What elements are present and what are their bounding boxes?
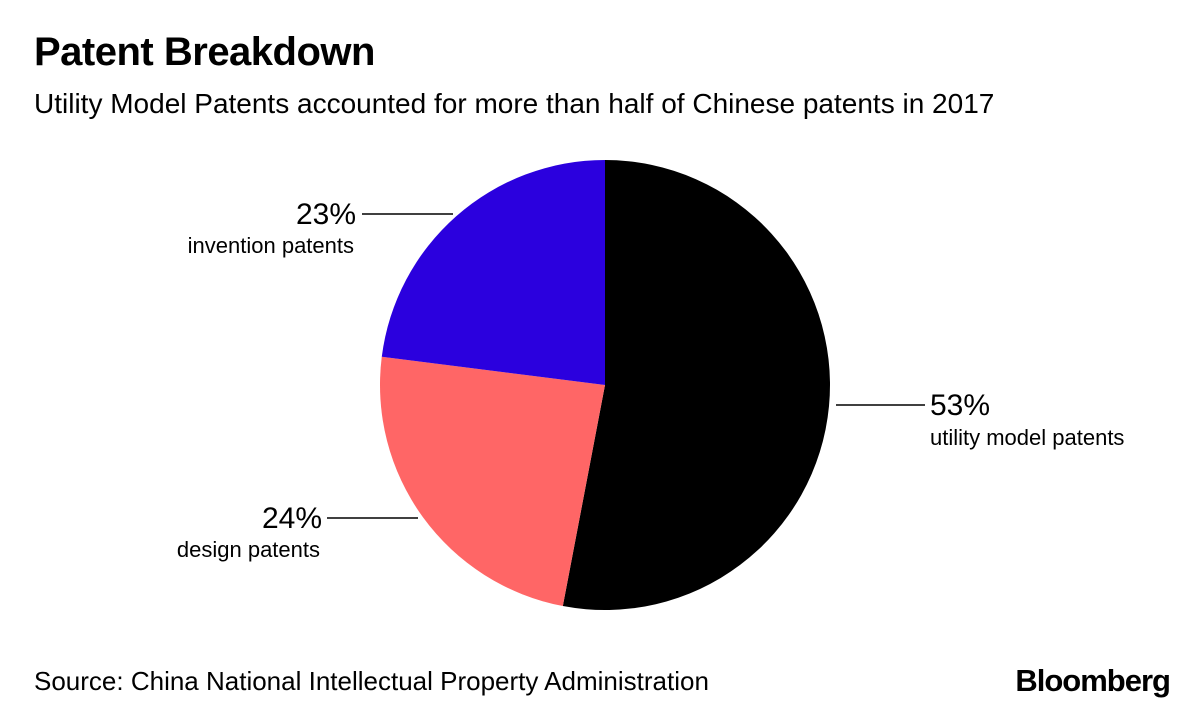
slice-value-label-utility-model-patents: 53% [930,389,990,422]
pie-slice-utility-model-patents [562,160,830,610]
slice-value-label-design-patents: 24% [262,502,322,535]
slice-name-label-invention-patents: invention patents [188,233,354,258]
slice-value-label-invention-patents: 23% [296,198,356,231]
slice-name-label-utility-model-patents: utility model patents [930,425,1124,450]
pie-slice-invention-patents [381,160,605,385]
chart-subtitle: Utility Model Patents accounted for more… [34,88,995,119]
bloomberg-logo: Bloomberg [1015,663,1171,698]
pie-slice-design-patents [380,356,605,607]
slice-name-label-design-patents: design patents [177,537,320,562]
chart-title: Patent Breakdown [34,30,375,74]
source-note: Source: China National Intellectual Prop… [34,666,709,696]
